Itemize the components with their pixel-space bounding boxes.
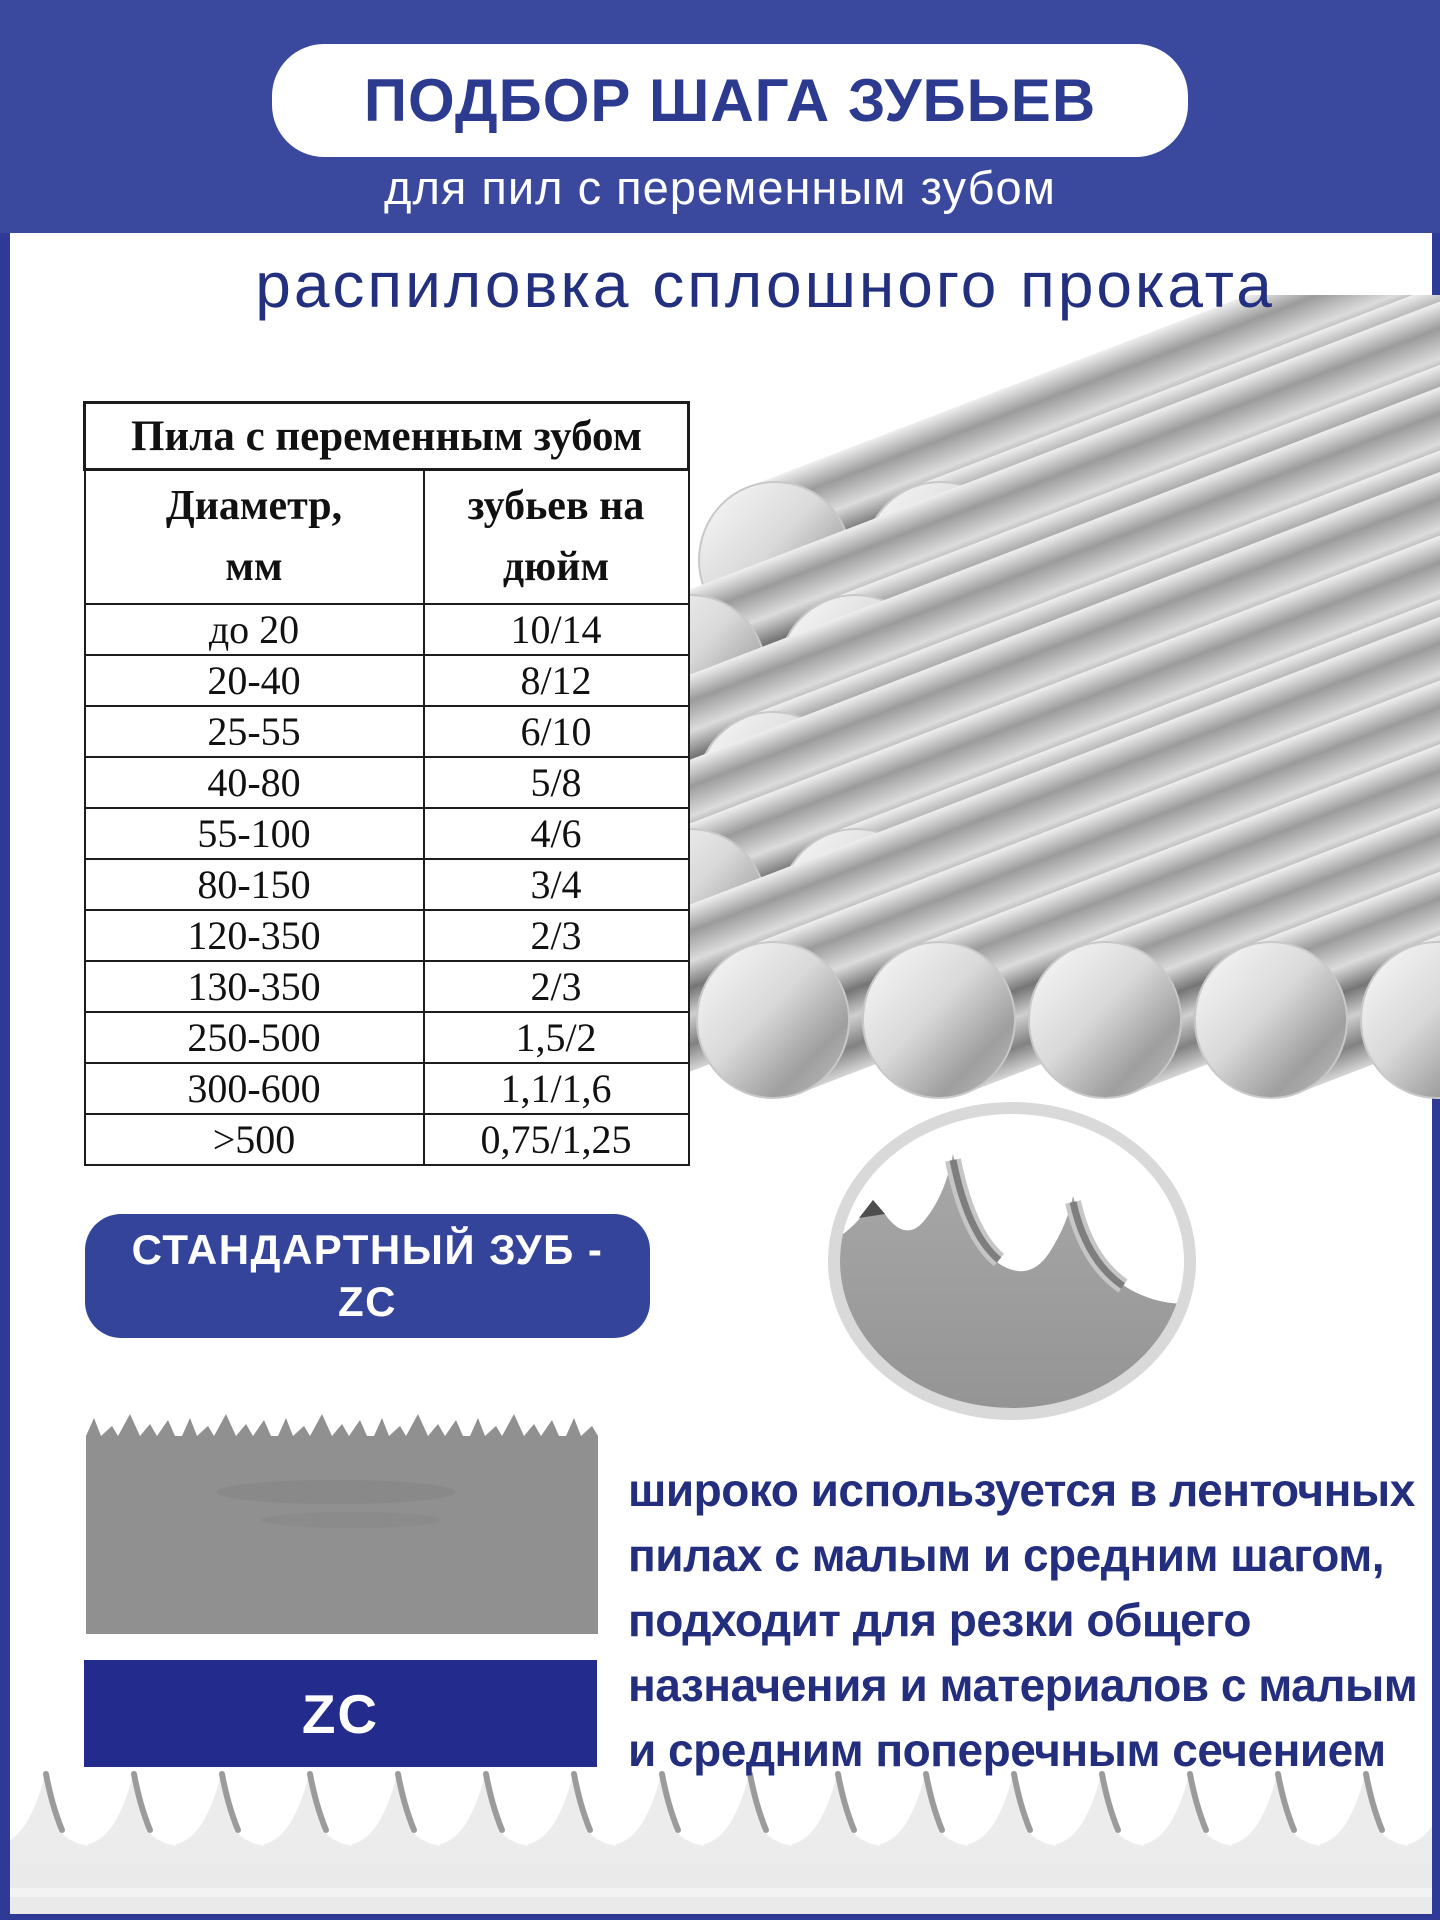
- table-row: до 20 10/14: [83, 603, 690, 656]
- saw-blade-teeth-strip: [0, 1756, 1440, 1914]
- badge-line-2: ZC: [338, 1278, 397, 1325]
- description-line: назначения и материалов с малым: [628, 1659, 1418, 1711]
- table-row: 250-500 1,5/2: [83, 1011, 690, 1064]
- zc-description: широко используется в ленточных пилах с …: [628, 1458, 1440, 1783]
- table-row: 40-80 5/8: [83, 756, 690, 809]
- description-line: широко используется в ленточных: [628, 1464, 1415, 1516]
- zc-label: ZC: [301, 1682, 380, 1745]
- column-header-diameter: Диаметр, мм: [83, 468, 425, 605]
- page-title: ПОДБОР ШАГА ЗУБЬЕВ: [363, 67, 1097, 134]
- table-row: 120-350 2/3: [83, 909, 690, 962]
- band-saw-blade-image: [86, 1410, 598, 1634]
- tpi-table: Пила с переменным зубом Диаметр, мм зубь…: [83, 401, 690, 1166]
- column-header-tpi: зубьев на дюйм: [422, 468, 690, 605]
- section-title: распиловка сплошного проката: [255, 249, 1275, 321]
- badge-line-1: СТАНДАРТНЫЙ ЗУБ -: [131, 1226, 604, 1273]
- table-row: 130-350 2/3: [83, 960, 690, 1013]
- table-title-row: Пила с переменным зубом: [83, 401, 690, 471]
- table-title: Пила с переменным зубом: [83, 401, 690, 471]
- page-border-left: [0, 233, 10, 1920]
- standard-tooth-badge: СТАНДАРТНЫЙ ЗУБ - ZC: [85, 1214, 650, 1338]
- header-band: ПОДБОР ШАГА ЗУБЬЕВ для пил с переменным …: [0, 0, 1440, 233]
- table-header-row: Диаметр, мм зубьев на дюйм: [83, 468, 690, 605]
- table-row: 55-100 4/6: [83, 807, 690, 860]
- table-row: 300-600 1,1/1,6: [83, 1062, 690, 1115]
- description-line: подходит для резки общего: [628, 1594, 1251, 1646]
- description-line: пилах с малым и средним шагом,: [628, 1529, 1385, 1581]
- description-line: и средним поперечным сечением: [628, 1724, 1386, 1776]
- steel-round-bars-image: [575, 295, 1440, 1099]
- page-border-bottom: [0, 1914, 1440, 1920]
- table-row: >500 0,75/1,25: [83, 1113, 690, 1166]
- title-pill: ПОДБОР ШАГА ЗУБЬЕВ: [272, 44, 1188, 157]
- table-row: 20-40 8/12: [83, 654, 690, 707]
- table-row: 25-55 6/10: [83, 705, 690, 758]
- page-subtitle: для пил с переменным зубом: [384, 161, 1056, 214]
- zc-label-bar: ZC: [84, 1660, 597, 1767]
- saw-tooth-closeup-image: [828, 1102, 1196, 1420]
- table-row: 80-150 3/4: [83, 858, 690, 911]
